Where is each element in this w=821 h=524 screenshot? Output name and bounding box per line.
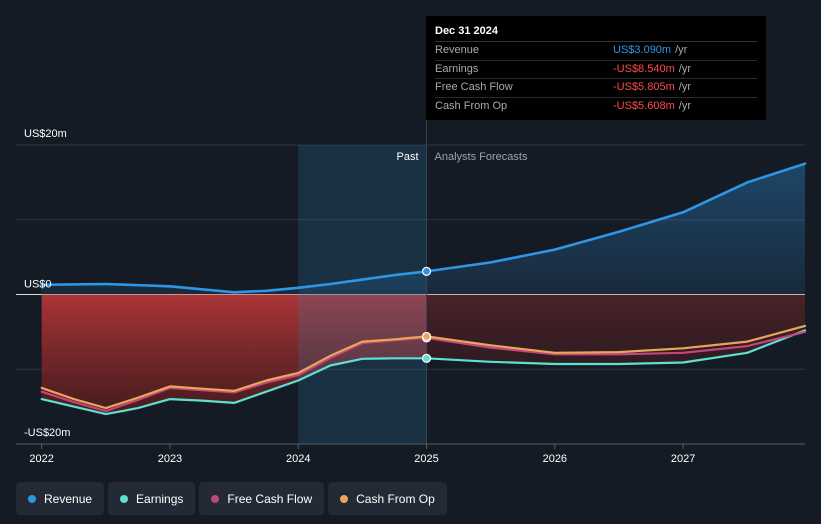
series-line-free-cash-flow [40,330,807,413]
tooltip-value: US$3.090m [613,44,672,56]
point-revenue [421,266,432,277]
series-line-earnings [40,329,807,416]
y-label-bottom: -US$20m [24,427,70,439]
legend-label: Free Cash Flow [227,491,313,506]
tooltip-value: -US$8.540m [613,62,675,75]
series-line-cash-from-op [40,324,807,410]
legend: Revenue Earnings Free Cash Flow Cash Fro… [16,482,447,515]
legend-item-revenue[interactable]: Revenue [16,482,105,515]
tooltip-label: Revenue [435,44,480,56]
x-tick-label: 2025 [414,453,438,465]
revenue-area [41,163,806,295]
series-line-revenue [40,162,807,294]
tooltip-unit: /yr [678,62,691,75]
earnings-negative-area-past [41,294,427,415]
tooltip-label: Earnings [435,62,479,75]
tooltip-label: Cash From Op [435,99,508,112]
legend-dot-icon [340,494,349,503]
tooltip-label: Free Cash Flow [435,81,513,93]
earnings-negative-area-forecast [426,294,805,364]
legend-label: Revenue [44,491,93,506]
tooltip-row-free-cash-flow: Free Cash Flow -US$5.805m /yr [435,79,757,98]
tooltip-row-revenue: Revenue US$3.090m /yr [435,42,757,61]
tooltip-unit: /yr [675,44,688,56]
legend-dot-icon [211,494,220,503]
legend-item-earnings[interactable]: Earnings [108,482,196,515]
x-tick-label: 2023 [158,453,182,465]
tooltip-unit: /yr [678,99,691,112]
legend-dot-icon [28,494,36,503]
legend-label: Earnings [136,491,184,506]
tooltip-row-earnings: Earnings -US$8.540m /yr [435,61,757,79]
legend-label: Cash From Op [356,491,435,506]
tooltip-row-cash-from-op: Cash From Op -US$5.608m /yr [435,98,757,116]
forecast-label: Analysts Forecasts [435,151,528,163]
tooltip-value: -US$5.805m [613,81,675,93]
y-label-zero: US$0 [24,279,52,291]
tooltip: Dec 31 2024 Revenue US$3.090m /yr Earnin… [426,16,766,120]
legend-item-cash-from-op[interactable]: Cash From Op [328,482,447,515]
x-tick-label: 2022 [29,453,53,465]
tooltip-unit: /yr [678,81,691,93]
point-cash-from-op [421,331,432,342]
x-tick-label: 2026 [543,453,567,465]
x-tick-label: 2024 [286,453,310,465]
past-highlight-band [298,145,427,444]
tooltip-date: Dec 31 2024 [435,24,757,42]
legend-dot-icon [120,494,129,503]
tooltip-value: -US$5.608m [613,99,675,112]
x-tick-label: 2027 [671,453,695,465]
past-label: Past [397,151,419,163]
legend-item-free-cash-flow[interactable]: Free Cash Flow [199,482,325,515]
point-earnings [421,353,432,363]
y-label-top: US$20m [24,128,67,140]
